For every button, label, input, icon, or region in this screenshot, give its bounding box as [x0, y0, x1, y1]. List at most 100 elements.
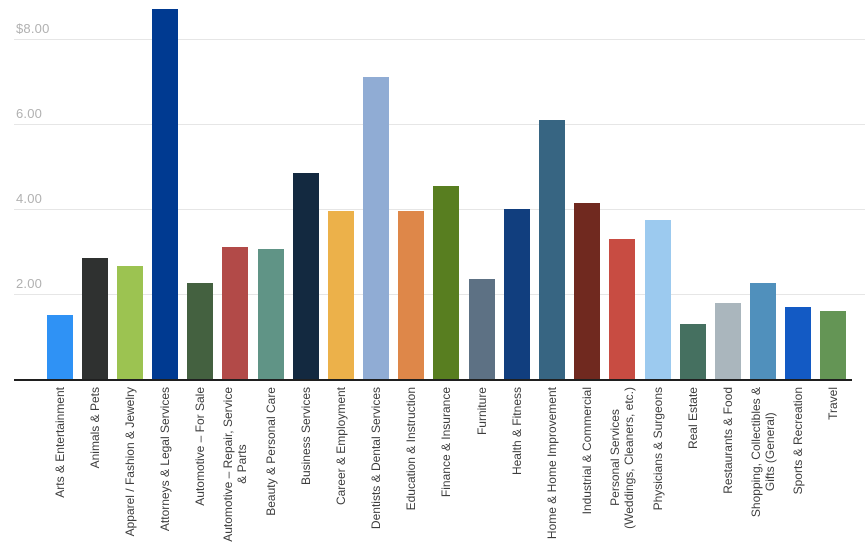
y-axis-tick-label-4: 4.00: [16, 191, 43, 206]
bar-dentists-dental-services[interactable]: [363, 77, 390, 379]
category-column-arts-entertainment: Arts & Entertainment: [42, 0, 77, 549]
bar-area: [218, 0, 253, 379]
bar-physicians-surgeons[interactable]: [644, 219, 671, 379]
bar-area: [710, 0, 745, 379]
bar-area: [781, 0, 816, 379]
y-axis-tick-label-2: 2.00: [16, 276, 43, 291]
bar-home-home-improvement[interactable]: [538, 119, 565, 379]
category-column-travel: Travel: [816, 0, 851, 549]
bar-education-instruction[interactable]: [398, 211, 425, 379]
bar-attorneys-legal-services[interactable]: [152, 9, 179, 379]
category-column-shopping-collectibles-gifts-general: Shopping, Collectibles & Gifts (General): [745, 0, 780, 549]
x-axis-label-restaurants-food: Restaurants & Food: [720, 387, 735, 494]
x-axis-label-physicians-surgeons: Physicians & Surgeons: [650, 387, 665, 511]
bar-area: [42, 0, 77, 379]
category-column-health-fitness: Health & Fitness: [499, 0, 534, 549]
bar-area: [253, 0, 288, 379]
bar-area: [183, 0, 218, 379]
x-axis-label-home-home-improvement: Home & Home Improvement: [544, 387, 559, 540]
bar-area: [112, 0, 147, 379]
x-axis-label-finance-insurance: Finance & Insurance: [439, 387, 454, 498]
x-axis-label-education-instruction: Education & Instruction: [404, 387, 419, 511]
category-column-attorneys-legal-services: Attorneys & Legal Services: [148, 0, 183, 549]
category-column-real-estate: Real Estate: [675, 0, 710, 549]
bar-area: [640, 0, 675, 379]
category-column-automotive-for-sale: Automotive – For Sale: [183, 0, 218, 549]
x-axis-label-shopping-collectibles-gifts-general: Shopping, Collectibles & Gifts (General): [749, 387, 778, 518]
x-axis-label-beauty-personal-care: Beauty & Personal Care: [263, 387, 278, 516]
bar-area: [816, 0, 851, 379]
x-axis-label-furniture: Furniture: [474, 387, 489, 436]
bar-area: [499, 0, 534, 379]
bar-area: [359, 0, 394, 379]
bar-area: [77, 0, 112, 379]
x-axis-label-apparel-fashion-jewelry: Apparel / Fashion & Jewelry: [122, 387, 137, 537]
x-axis-label-career-employment: Career & Employment: [333, 387, 348, 506]
bar-area: [745, 0, 780, 379]
bar-area: [323, 0, 358, 379]
bar-area: [675, 0, 710, 379]
category-column-personal-services-weddings-cleaners-etc: Personal Services (Weddings, Cleaners, et…: [605, 0, 640, 549]
bar-real-estate[interactable]: [679, 323, 706, 379]
category-column-education-instruction: Education & Instruction: [394, 0, 429, 549]
category-column-sports-recreation: Sports & Recreation: [781, 0, 816, 549]
x-axis-label-dentists-dental-services: Dentists & Dental Services: [369, 387, 384, 530]
bar-furniture[interactable]: [468, 279, 495, 379]
bar-finance-insurance[interactable]: [433, 185, 460, 379]
x-axis-label-personal-services-weddings-cleaners-etc: Personal Services (Weddings, Cleaners, et…: [608, 387, 637, 529]
category-column-home-home-improvement: Home & Home Improvement: [534, 0, 569, 549]
bar-shopping-collectibles-gifts-general[interactable]: [750, 283, 777, 379]
bar-industrial-commercial[interactable]: [574, 202, 601, 379]
bar-area: [148, 0, 183, 379]
x-axis-label-automotive-for-sale: Automotive – For Sale: [193, 387, 208, 506]
bar-area: [394, 0, 429, 379]
category-column-restaurants-food: Restaurants & Food: [710, 0, 745, 549]
bar-automotive-repair-service-parts[interactable]: [222, 247, 249, 379]
x-axis-label-animals-pets: Animals & Pets: [87, 387, 102, 469]
gridline-8: [14, 39, 865, 40]
bar-animals-pets[interactable]: [81, 257, 108, 379]
category-column-business-services: Business Services: [288, 0, 323, 549]
x-axis-label-attorneys-legal-services: Attorneys & Legal Services: [158, 387, 173, 532]
bar-area: [288, 0, 323, 379]
bar-health-fitness[interactable]: [503, 209, 530, 379]
bar-career-employment[interactable]: [327, 211, 354, 379]
x-axis-label-arts-entertainment: Arts & Entertainment: [52, 387, 67, 498]
x-axis-label-real-estate: Real Estate: [685, 387, 700, 450]
bar-apparel-fashion-jewelry[interactable]: [116, 266, 143, 379]
bar-beauty-personal-care[interactable]: [257, 249, 284, 379]
bar-area: [429, 0, 464, 379]
category-column-finance-insurance: Finance & Insurance: [429, 0, 464, 549]
category-column-beauty-personal-care: Beauty & Personal Care: [253, 0, 288, 549]
x-axis-label-sports-recreation: Sports & Recreation: [791, 387, 806, 495]
x-axis-label-industrial-commercial: Industrial & Commercial: [580, 387, 595, 515]
y-axis-tick-label-6: 6.00: [16, 106, 43, 121]
y-axis-tick-label-8: $8.00: [16, 21, 50, 36]
bar-restaurants-food[interactable]: [714, 302, 741, 379]
bar-area: [464, 0, 499, 379]
bar-area: [570, 0, 605, 379]
x-axis-label-health-fitness: Health & Fitness: [509, 387, 524, 476]
category-column-animals-pets: Animals & Pets: [77, 0, 112, 549]
x-axis-line: [14, 379, 852, 381]
x-axis-label-automotive-repair-service-parts: Automotive – Repair, Service & Parts: [221, 387, 250, 542]
bar-sports-recreation[interactable]: [785, 306, 812, 379]
bar-travel[interactable]: [820, 311, 847, 379]
category-column-dentists-dental-services: Dentists & Dental Services: [359, 0, 394, 549]
bar-area: [605, 0, 640, 379]
bar-business-services[interactable]: [292, 172, 319, 379]
category-column-automotive-repair-service-parts: Automotive – Repair, Service & Parts: [218, 0, 253, 549]
bar-personal-services-weddings-cleaners-etc[interactable]: [609, 238, 636, 379]
category-column-industrial-commercial: Industrial & Commercial: [570, 0, 605, 549]
bar-arts-entertainment[interactable]: [46, 315, 73, 379]
category-column-apparel-fashion-jewelry: Apparel / Fashion & Jewelry: [112, 0, 147, 549]
bar-columns: Arts & Entertainment Animals & Pets Appare…: [42, 0, 851, 549]
category-column-career-employment: Career & Employment: [323, 0, 358, 549]
bar-area: [534, 0, 569, 379]
bar-automotive-for-sale[interactable]: [187, 283, 214, 379]
x-axis-label-travel: Travel: [826, 387, 841, 420]
category-column-physicians-surgeons: Physicians & Surgeons: [640, 0, 675, 549]
category-column-furniture: Furniture: [464, 0, 499, 549]
gridline-6: [14, 124, 865, 125]
